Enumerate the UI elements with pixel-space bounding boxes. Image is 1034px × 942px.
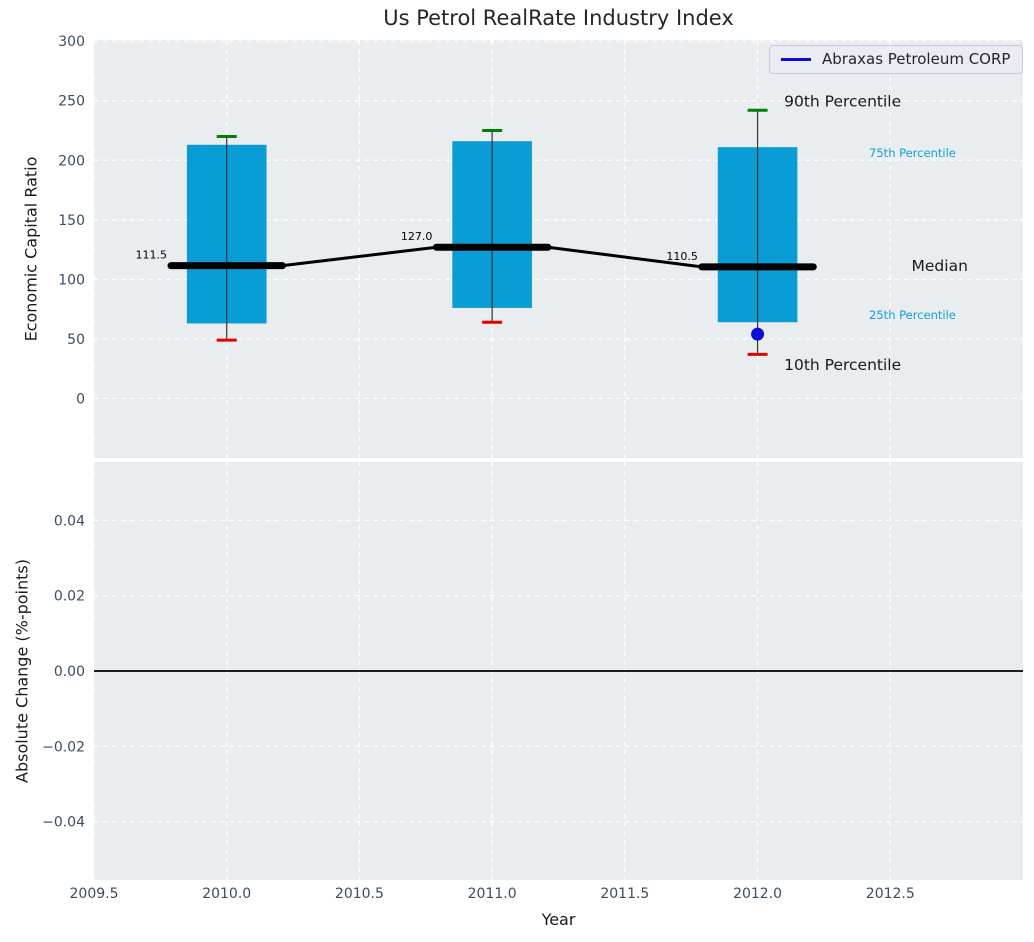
figure: 0 50 100 150 200 250 300 0.04 0.02 0.00 −0.02 −0.04…: [0, 0, 1034, 942]
x-tick-label: 2009.5: [70, 886, 119, 902]
x-tick-label: 2011.5: [600, 886, 649, 902]
y-tick-label: 300: [58, 34, 85, 50]
chart-title: Us Petrol RealRate Industry Index: [94, 6, 1023, 30]
company-point: [751, 328, 764, 341]
y-tick-label: 100: [58, 272, 85, 288]
legend-label: Abraxas Petroleum CORP: [822, 50, 1010, 68]
median-value-label: 127.0: [401, 230, 433, 243]
x-tick-label: 2012.5: [866, 886, 915, 902]
annotation-75th-percentile: 75th Percentile: [869, 146, 956, 160]
y-tick-label: 50: [67, 332, 85, 348]
y-tick-label: 0.00: [54, 664, 85, 680]
x-tick-label: 2012.0: [733, 886, 782, 902]
y-tick-label: 200: [58, 153, 85, 169]
annotation-25th-percentile: 25th Percentile: [869, 308, 956, 322]
x-tick-label: 2011.0: [468, 886, 517, 902]
chart-canvas: 0 50 100 150 200 250 300 0.04 0.02 0.00 −0.02 −0.04…: [0, 0, 1034, 942]
y-tick-label: 150: [58, 213, 85, 229]
y-tick-label: −0.04: [42, 815, 85, 831]
y-axis-label-top: Economic Capital Ratio: [22, 157, 41, 342]
legend: Abraxas Petroleum CORP: [769, 45, 1023, 74]
annotation-median: Median: [912, 257, 968, 275]
x-axis-label: Year: [94, 910, 1023, 929]
y-axis-label-bottom: Absolute Change (%-points): [13, 559, 32, 783]
annotation-90th-percentile: 90th Percentile: [784, 93, 901, 111]
median-value-label: 110.5: [666, 250, 698, 263]
y-tick-label: 0.04: [54, 513, 85, 529]
y-tick-label: 250: [58, 94, 85, 110]
median-value-label: 111.5: [135, 249, 167, 262]
y-tick-label: 0.02: [54, 589, 85, 605]
legend-line-sample: [781, 58, 811, 61]
x-tick-label: 2010.0: [202, 886, 251, 902]
annotation-10th-percentile: 10th Percentile: [784, 356, 901, 374]
x-tick-label: 2010.5: [335, 886, 384, 902]
y-tick-label: −0.02: [42, 739, 85, 755]
y-tick-label: 0: [76, 391, 85, 407]
